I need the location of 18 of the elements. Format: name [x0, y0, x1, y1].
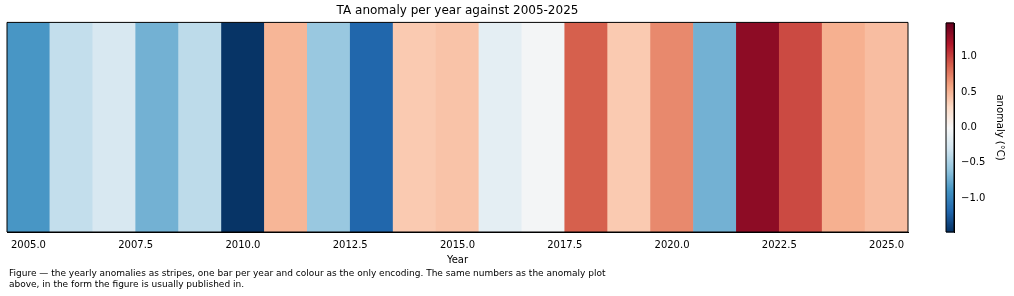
x-tick-label: 2017.5 [547, 238, 583, 250]
x-axis-title: Year [445, 253, 469, 265]
x-tick-label: 2022.5 [761, 238, 797, 250]
color-bar-label: 0.5 [961, 85, 977, 97]
x-tick-label: 2012.5 [332, 238, 368, 250]
color-bar-title: anomaly (°C) [995, 94, 1007, 161]
x-tick-label: 2005.0 [10, 238, 46, 250]
color-bar-label: −1.0 [961, 191, 986, 203]
chart-title: TA anomaly per year against 2005-2025 [335, 3, 579, 18]
text: Figure — the yearly anomalies as stripes, one bar per year and colour as the only encoding. The same numbers as the anomaly plot above, in the form the figure is usually published in. [9, 268, 607, 289]
color-bar-label: 1.0 [961, 50, 977, 62]
x-tick-label: 2007.5 [118, 238, 154, 250]
x-tick-label: 2020.0 [654, 238, 690, 250]
color-bar-label: −0.5 [961, 156, 986, 168]
x-tick-label: 2010.0 [225, 238, 261, 250]
x-tick-label: 2025.0 [869, 238, 905, 250]
color-bar-label: 0.0 [961, 121, 977, 133]
x-tick-label: 2015.0 [440, 238, 475, 250]
